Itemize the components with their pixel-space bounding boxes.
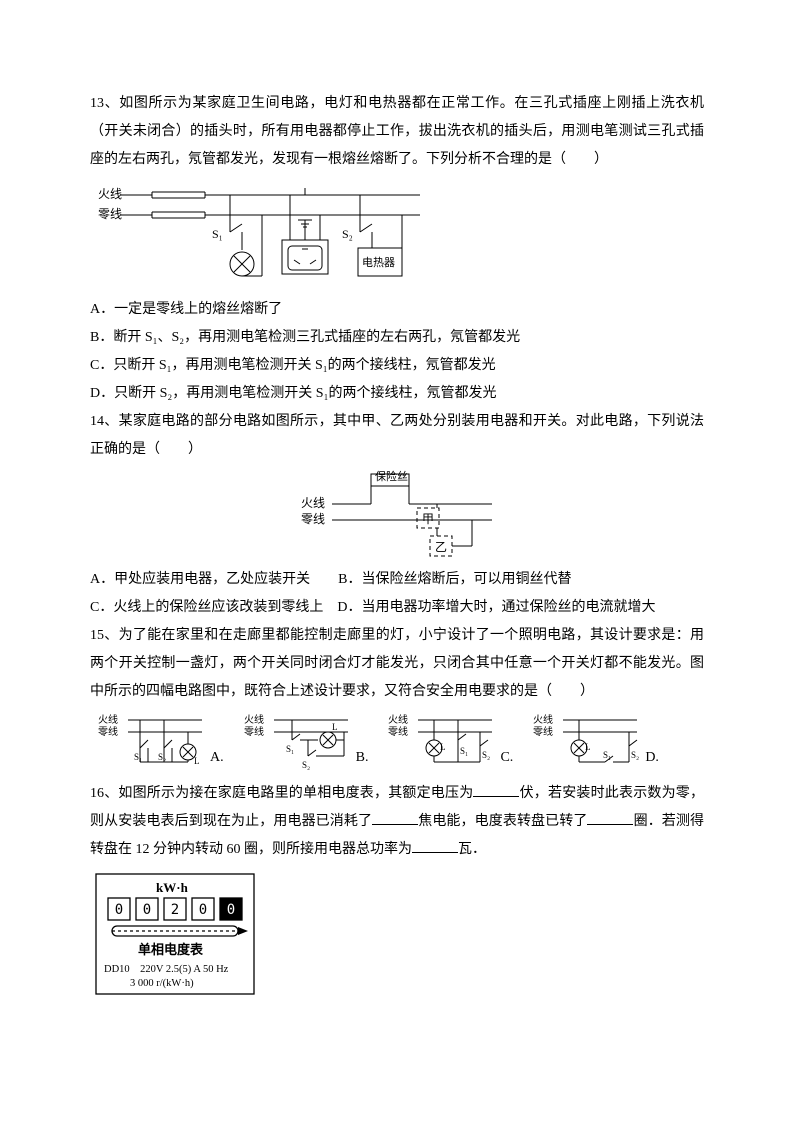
svg-text:零线: 零线	[244, 725, 264, 738]
q14-text: 14、某家庭电路的部分电路如图所示，其中甲、乙两处分别装用电器和开关。对此电路，…	[90, 408, 704, 464]
q13-optC: C．只断开 S₁，再用测电笔检测开关 S₁的两个接线柱，氖管都发光	[90, 352, 704, 380]
svg-text:S₂: S₂	[482, 750, 490, 760]
svg-text:火线: 火线	[244, 713, 264, 726]
q13-figure: 火线 零线 S₁ S₂ 电热器	[90, 180, 704, 290]
q16-figure: kW·h 0 0 2 0 0 单相电度表 DD10 220V 2.5(5) A …	[90, 870, 704, 1000]
q14-optsCD: C．火线上的保险丝应该改装到零线上 D．当用电器功率增大时，通过保险丝的电流就增…	[90, 594, 704, 622]
q14-optsAB: A．甲处应装用电器，乙处应装开关 B．当保险丝熔断后，可以用铜丝代替	[90, 566, 704, 594]
svg-text:乙: 乙	[435, 540, 447, 554]
q13-optB: B．断开 S₁、S₂，再用测电笔检测三孔式插座的左右两孔，氖管都发光	[90, 324, 704, 352]
svg-text:L: L	[194, 756, 200, 766]
svg-text:S₂: S₂	[302, 760, 310, 770]
svg-text:火线: 火线	[301, 496, 325, 510]
svg-text:S₁: S₁	[603, 750, 611, 760]
svg-text:S₂: S₂	[342, 227, 353, 241]
svg-text:零线: 零线	[98, 207, 122, 221]
svg-text:S₁: S₁	[286, 744, 294, 754]
svg-text:DD10 220V 2.5(5) A 50 Hz: DD10 220V 2.5(5) A 50 Hz	[104, 964, 229, 975]
q13-optD: D．只断开 S₂，再用测电笔检测开关 S₁的两个接线柱，氖管都发光	[90, 380, 704, 408]
svg-text:火线: 火线	[388, 713, 408, 726]
svg-text:S₂: S₂	[631, 750, 639, 760]
q15-text: 15、为了能在家里和在走廊里都能控制走廊里的灯，小宁设计了一个照明电路，其设计要…	[90, 622, 704, 706]
q15-optC: C.	[500, 744, 513, 772]
svg-text:S₁: S₁	[460, 746, 468, 756]
svg-text:3 000 r/(kW·h): 3 000 r/(kW·h)	[130, 978, 194, 989]
q15-optD: D.	[645, 744, 659, 772]
q14-figure: 甲 乙 保险丝 火线 零线	[90, 470, 704, 560]
svg-text:S₂: S₂	[158, 752, 166, 762]
svg-text:0: 0	[115, 902, 123, 918]
svg-text:电热器: 电热器	[362, 256, 395, 269]
q13-text: 13、如图所示为某家庭卫生间电路，电灯和电热器都在正常工作。在三孔式插座上刚插上…	[90, 90, 704, 174]
svg-text:零线: 零线	[301, 512, 325, 526]
svg-text:L: L	[585, 742, 591, 752]
svg-text:L: L	[440, 742, 446, 752]
q15-optA: A.	[210, 744, 224, 772]
svg-text:火线: 火线	[98, 713, 118, 726]
svg-text:0: 0	[143, 902, 151, 918]
svg-text:火线: 火线	[533, 713, 553, 726]
svg-text:保险丝: 保险丝	[375, 470, 408, 483]
svg-text:甲: 甲	[422, 512, 434, 526]
svg-text:S₁: S₁	[212, 227, 223, 241]
svg-text:火线: 火线	[98, 187, 122, 201]
q15-optB: B.	[356, 744, 369, 772]
q16-text: 16、如图所示为接在家庭电路里的单相电度表，其额定电压为伏，若安装时此表示数为零…	[90, 780, 704, 864]
svg-text:零线: 零线	[533, 725, 553, 738]
svg-text:零线: 零线	[388, 725, 408, 738]
svg-text:kW·h: kW·h	[156, 880, 189, 895]
q15-options: 火线 零线 S₁ S₂ L A. 火线 零线	[90, 710, 704, 772]
q13-optA: A．一定是零线上的熔丝熔断了	[90, 296, 704, 324]
svg-text:L: L	[332, 722, 338, 732]
svg-text:S₁: S₁	[134, 752, 142, 762]
svg-text:单相电度表: 单相电度表	[138, 942, 204, 957]
svg-text:2: 2	[171, 902, 179, 918]
svg-text:零线: 零线	[98, 725, 118, 738]
svg-text:0: 0	[199, 902, 207, 918]
svg-text:0: 0	[227, 902, 235, 918]
